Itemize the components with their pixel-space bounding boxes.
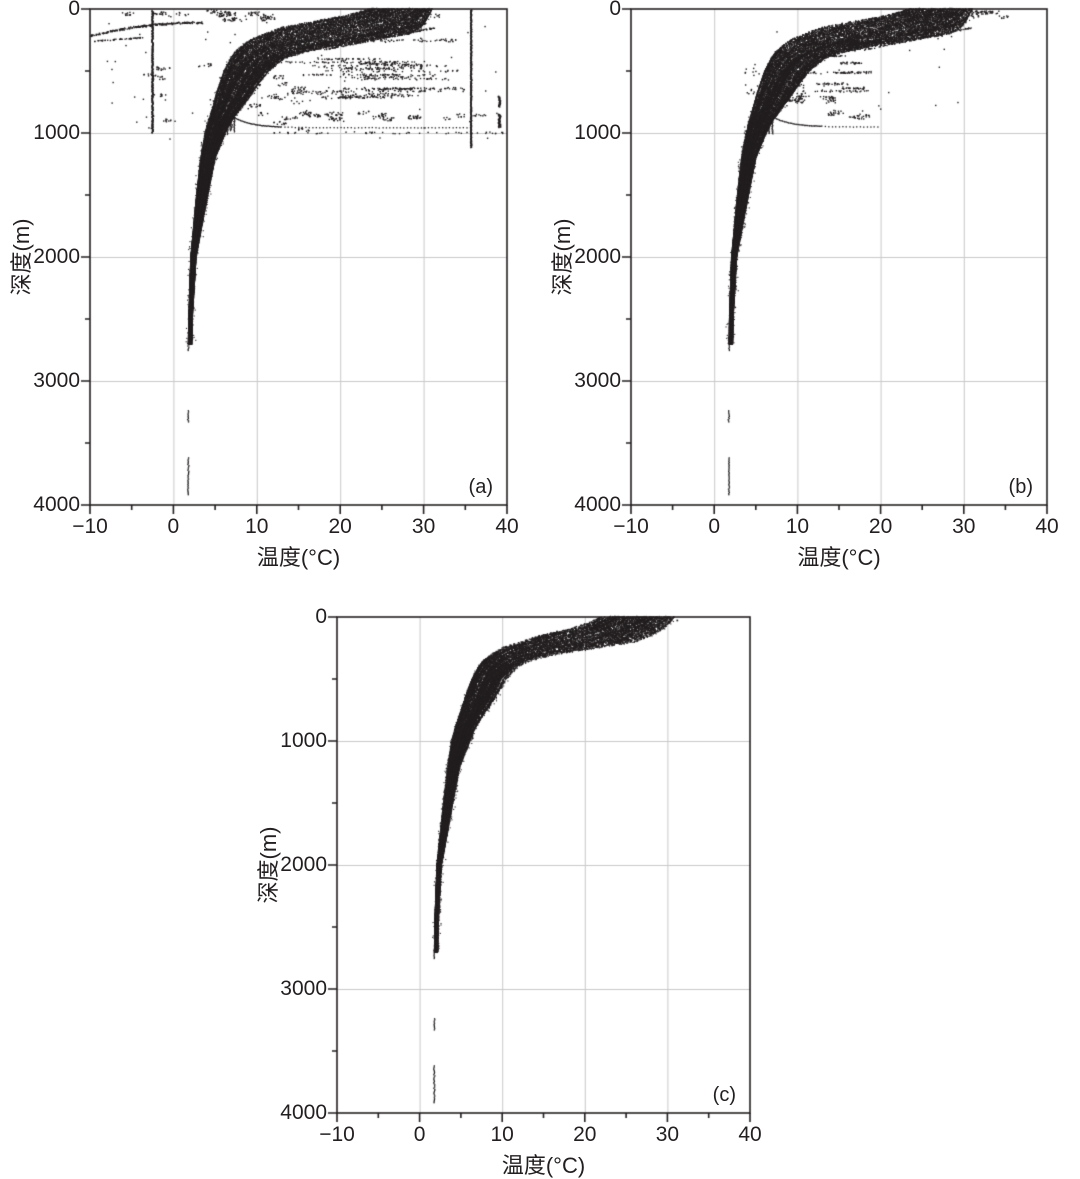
y-tick-label: 4000 [280,1101,327,1124]
y-tick-label: 0 [315,605,327,628]
x-tick-label: −10 [72,515,108,538]
x-tick-label: 0 [413,1123,426,1146]
x-axis-label: 温度(°C) [256,545,341,570]
y-tick-label: 1000 [33,121,80,144]
x-tick-label: 30 [411,515,436,538]
y-axis-label: 深度(m) [550,218,575,296]
y-tick-label: 4000 [574,493,621,516]
y-tick-label: 3000 [280,977,327,1000]
x-tick-label: 10 [245,515,269,538]
x-tick-label: −10 [319,1123,355,1146]
y-tick-label: 1000 [280,729,327,752]
x-tick-label: 0 [167,515,180,538]
x-axis-label: 温度(°C) [797,545,881,570]
x-tick-label: 20 [328,515,352,538]
x-tick-label: 20 [573,1123,597,1146]
y-tick-label: 2000 [280,853,327,876]
y-tick-label: 2000 [33,245,80,268]
y-tick-label: 0 [609,0,621,20]
y-tick-label: 2000 [574,245,621,268]
x-tick-label: 0 [708,515,721,538]
panel-label: (c) [712,1084,736,1106]
panel-label: (a) [468,476,493,498]
x-tick-label: 10 [490,1123,514,1146]
x-tick-label: 30 [952,515,976,538]
y-tick-label: 0 [68,0,80,20]
x-tick-label: 30 [655,1123,680,1146]
y-tick-label: 3000 [33,369,80,392]
x-tick-label: 20 [868,515,893,538]
x-tick-label: 40 [1035,515,1059,538]
y-tick-label: 4000 [33,493,80,516]
x-tick-label: 40 [738,1123,762,1146]
y-axis-label: 深度(m) [9,218,34,296]
x-tick-label: 10 [785,515,810,538]
x-axis-label: 温度(°C) [501,1153,586,1178]
x-tick-label: −10 [613,515,649,538]
y-tick-label: 3000 [574,369,621,392]
x-tick-label: 40 [495,515,519,538]
y-tick-label: 1000 [574,121,621,144]
panel-label: (b) [1008,476,1033,498]
y-axis-label: 深度(m) [256,826,281,904]
